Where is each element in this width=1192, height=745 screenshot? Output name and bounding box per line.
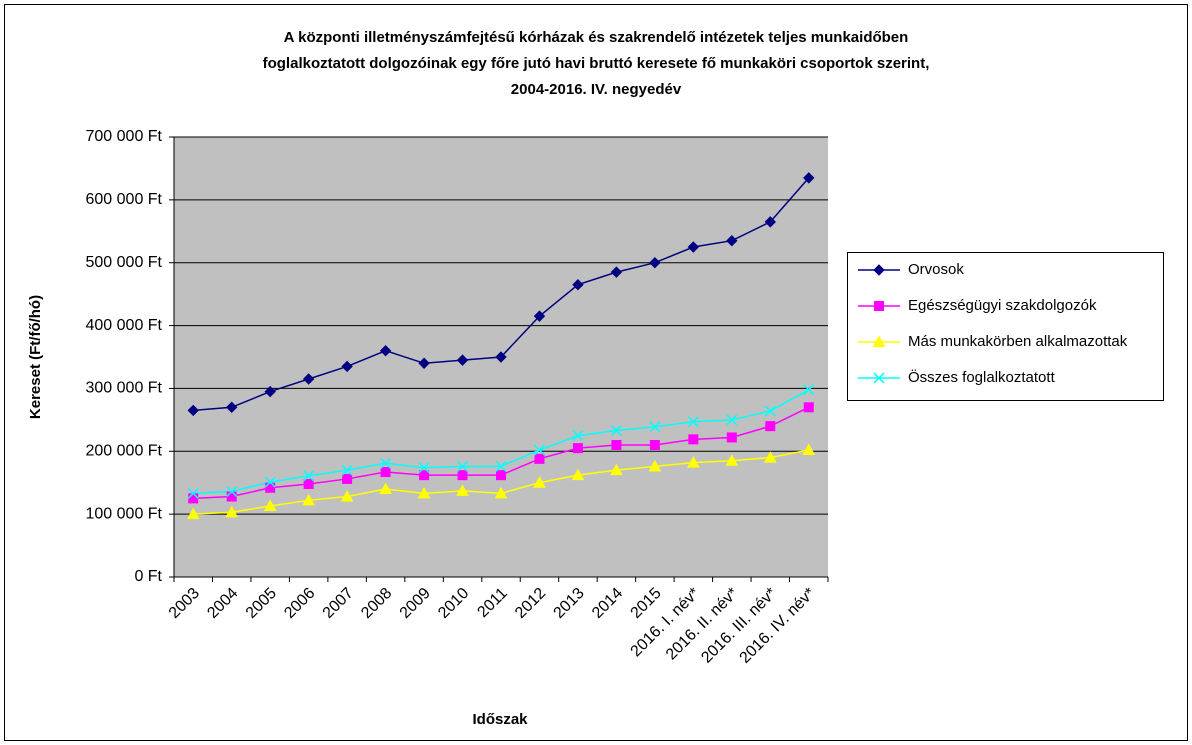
- point: [187, 404, 199, 417]
- legend-marker: [874, 301, 884, 311]
- point: [610, 463, 623, 476]
- point: [610, 425, 622, 437]
- point: [225, 505, 239, 518]
- legend-marker: [873, 264, 885, 276]
- point: [533, 310, 546, 322]
- chart-title: 2004-2016. IV. negyedév: [511, 81, 682, 98]
- point: [341, 464, 353, 476]
- point: [533, 444, 546, 456]
- point: [417, 486, 431, 499]
- point: [303, 478, 314, 489]
- point: [495, 460, 507, 472]
- point: [687, 241, 700, 253]
- legend-label: Orvosok: [908, 261, 964, 278]
- point: [688, 434, 699, 445]
- point: [302, 373, 315, 385]
- point: [687, 416, 699, 428]
- chart-title: foglalkoztatott dolgozóinak egy főre jut…: [263, 55, 930, 72]
- point: [264, 476, 276, 488]
- point: [610, 266, 623, 278]
- y-tick-label: 600 000 Ft: [86, 191, 163, 208]
- point: [340, 490, 354, 502]
- chart-title: A központi illetményszámfejtésű kórházak…: [284, 29, 909, 46]
- point: [225, 401, 238, 413]
- point: [764, 405, 776, 417]
- y-tick-label: 700 000 Ft: [86, 128, 163, 145]
- x-axis-title: Időszak: [472, 711, 528, 728]
- legend-box: [847, 252, 1164, 401]
- y-tick-label: 0 Ft: [134, 568, 162, 585]
- point: [456, 354, 469, 366]
- point: [380, 467, 391, 478]
- point: [726, 432, 737, 443]
- point: [648, 459, 662, 472]
- point: [418, 357, 430, 369]
- y-tick-label: 200 000 Ft: [86, 443, 163, 460]
- y-tick-label: 300 000 Ft: [86, 380, 163, 397]
- point: [726, 235, 738, 247]
- point: [725, 454, 739, 466]
- point: [341, 360, 353, 373]
- point: [803, 402, 814, 413]
- legend-label: Összes foglalkoztatott: [908, 368, 1056, 386]
- point: [765, 421, 776, 432]
- y-tick-label: 500 000 Ft: [86, 254, 163, 271]
- point: [726, 414, 738, 426]
- point: [342, 473, 353, 484]
- point: [263, 499, 277, 511]
- legend-label: Más munkakörben alkalmazottak: [908, 333, 1128, 350]
- point: [571, 468, 585, 481]
- y-axis-title: Kereset (Ft/fő/hó): [27, 295, 44, 419]
- point: [534, 453, 545, 464]
- legend-marker: [873, 372, 885, 384]
- point: [649, 421, 661, 433]
- point: [494, 486, 508, 499]
- point: [649, 257, 661, 269]
- point: [496, 470, 506, 481]
- point: [572, 443, 583, 454]
- point: [457, 470, 468, 481]
- point: [456, 460, 469, 472]
- point: [419, 470, 430, 481]
- y-tick-label: 400 000 Ft: [86, 317, 163, 334]
- point: [533, 476, 546, 488]
- point: [802, 443, 816, 456]
- legend-marker: [872, 335, 886, 347]
- point: [649, 440, 660, 450]
- point: [226, 491, 237, 502]
- point: [764, 216, 777, 228]
- point: [264, 385, 276, 398]
- point: [187, 487, 199, 499]
- point: [380, 457, 392, 469]
- point: [803, 172, 815, 184]
- point: [265, 482, 276, 493]
- point: [763, 451, 777, 463]
- legend-label: Egészségügyi szakdolgozók: [908, 297, 1097, 314]
- point: [379, 482, 392, 494]
- point: [572, 430, 584, 442]
- point: [302, 493, 315, 506]
- point: [456, 484, 469, 496]
- point: [303, 470, 315, 482]
- point: [687, 456, 700, 468]
- y-tick-label: 100 000 Ft: [86, 505, 163, 522]
- point: [186, 507, 200, 520]
- point: [418, 462, 430, 474]
- point: [495, 351, 507, 363]
- point: [188, 493, 199, 504]
- point: [379, 345, 392, 357]
- point: [611, 440, 622, 450]
- point: [226, 485, 238, 498]
- point: [572, 279, 584, 291]
- point: [803, 384, 815, 396]
